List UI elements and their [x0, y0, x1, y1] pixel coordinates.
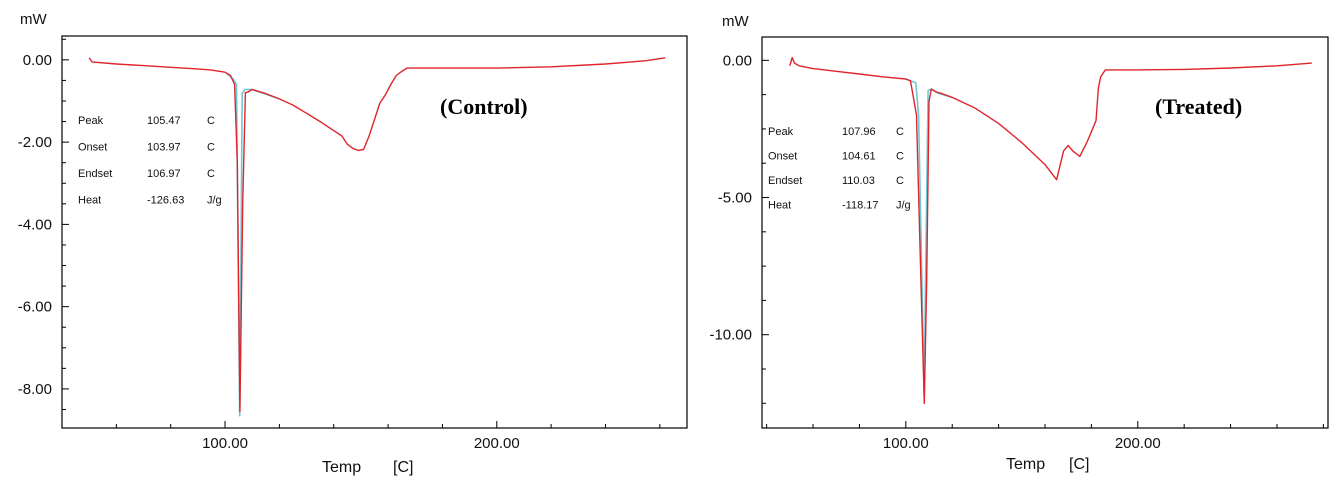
stat-label: Endset — [768, 175, 802, 187]
stat-label: Onset — [768, 151, 797, 163]
stat-value: 107.96 — [842, 126, 876, 138]
baseline-curve — [225, 72, 280, 417]
y-tick-label: -10.00 — [709, 327, 752, 344]
x-tick-label: 100.00 — [883, 435, 929, 452]
stat-unit: C — [207, 115, 215, 127]
stat-label: Peak — [78, 115, 104, 127]
treated-chart-panel: 0.00 -5.00 -10.00 100.00 200.00 mW Temp [C] Peak… — [709, 13, 1329, 473]
stat-value: 106.97 — [147, 168, 181, 180]
stat-label: Onset — [78, 142, 107, 154]
panel-tag: (Control) — [440, 94, 528, 119]
dsc-curve — [88, 57, 666, 413]
y-tick-label: -2.00 — [18, 134, 52, 151]
x-tick-label: 200.00 — [474, 435, 520, 452]
x-tick-label: 200.00 — [1115, 435, 1161, 452]
y-tick-label: -4.00 — [18, 216, 52, 233]
stat-value: 104.61 — [842, 151, 876, 163]
stat-value: -118.17 — [842, 200, 879, 212]
control-chart-panel: 0.00 -2.00 -4.00 -6.00 -8.00 100.00 200.00 mW Te… — [18, 11, 688, 476]
x-tick-label: 100.00 — [202, 435, 248, 452]
y-tick-label: 0.00 — [723, 52, 752, 69]
stat-label: Heat — [78, 195, 101, 207]
y-tick-label: 0.00 — [23, 52, 52, 69]
x-axis-unit: [C] — [1069, 456, 1089, 473]
y-tick-label: -8.00 — [18, 381, 52, 398]
dsc-curve — [789, 56, 1312, 404]
y-tick-label: -5.00 — [718, 190, 752, 207]
y-unit-label: mW — [722, 13, 749, 30]
stat-label: Endset — [78, 168, 112, 180]
stat-unit: J/g — [896, 200, 911, 212]
stat-unit: J/g — [207, 195, 222, 207]
stat-label: Heat — [768, 200, 791, 212]
stat-unit: C — [207, 168, 215, 180]
stat-unit: C — [207, 142, 215, 154]
stat-unit: C — [896, 151, 904, 163]
x-axis-label: Temp — [1006, 456, 1045, 473]
plot-frame — [61, 35, 688, 429]
stat-value: 103.97 — [147, 142, 181, 154]
stat-unit: C — [896, 126, 904, 138]
stat-value: -126.63 — [147, 195, 184, 207]
x-axis-label: Temp — [322, 459, 361, 476]
y-unit-label: mW — [20, 11, 47, 28]
stat-unit: C — [896, 175, 904, 187]
x-axis-unit: [C] — [393, 459, 413, 476]
panel-tag: (Treated) — [1155, 94, 1242, 119]
plot-frame — [761, 36, 1329, 429]
stat-value: 105.47 — [147, 115, 181, 127]
stat-value: 110.03 — [842, 175, 875, 187]
stat-label: Peak — [768, 126, 794, 138]
y-tick-label: -6.00 — [18, 299, 52, 316]
